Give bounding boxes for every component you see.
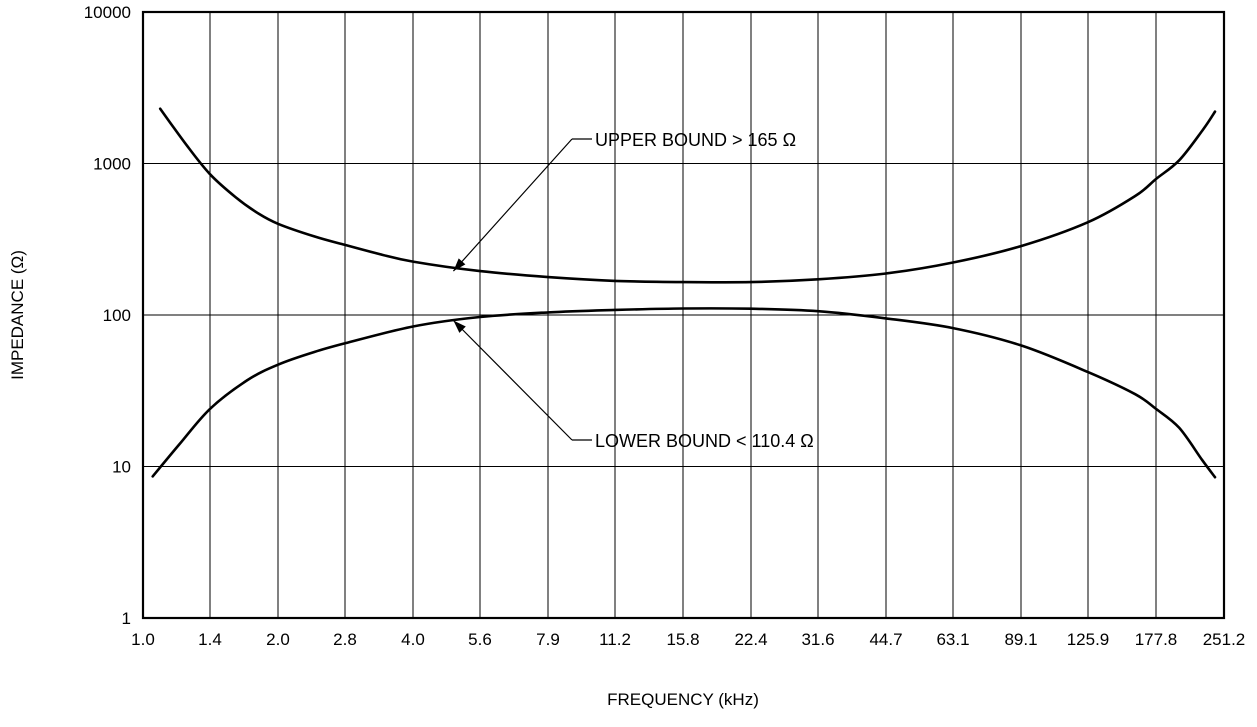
y-axis-title: IMPEDANCE (Ω) xyxy=(8,250,27,380)
lower-bound-line xyxy=(151,307,1217,479)
x-tick-label: 1.4 xyxy=(198,630,222,649)
x-tick-labels: 1.0 1.4 2.0 2.8 4.0 5.6 7.9 11.2 15.8 22.4 31.6 44.… xyxy=(131,630,1245,649)
upper-bound-line xyxy=(158,107,1217,284)
y-tick-label: 1 xyxy=(122,609,131,628)
x-axis-title: FREQUENCY (kHz) xyxy=(607,690,759,709)
grid xyxy=(143,12,1224,618)
annotation-arrow-line xyxy=(452,138,573,272)
x-tick-label: 15.8 xyxy=(666,630,699,649)
x-tick-label: 44.7 xyxy=(869,630,902,649)
x-tick-label: 1.0 xyxy=(131,630,155,649)
y-tick-label: 1000 xyxy=(93,155,131,174)
y-tick-label: 100 xyxy=(103,306,131,325)
upper-bound-label: UPPER BOUND > 165 Ω xyxy=(595,130,796,150)
x-tick-label: 2.8 xyxy=(333,630,357,649)
x-tick-label: 5.6 xyxy=(468,630,492,649)
annotations: UPPER BOUND > 165 Ω LOWER BOUND < 110.4 Ω xyxy=(452,130,814,451)
annotation-arrowhead xyxy=(453,320,466,333)
x-tick-label: 7.9 xyxy=(536,630,560,649)
x-tick-label: 125.9 xyxy=(1067,630,1110,649)
x-tick-label: 31.6 xyxy=(801,630,834,649)
plot-frame xyxy=(141,10,1226,620)
x-tick-label: 89.1 xyxy=(1004,630,1037,649)
y-tick-label: 10000 xyxy=(84,3,131,22)
y-tick-labels: 1 10 100 1000 10000 xyxy=(84,3,131,628)
y-tick-label: 10 xyxy=(112,458,131,477)
x-tick-label: 63.1 xyxy=(936,630,969,649)
x-tick-label: 11.2 xyxy=(599,630,631,649)
x-tick-label: 4.0 xyxy=(401,630,425,649)
series-lines xyxy=(151,107,1217,479)
annotation-arrow-line xyxy=(452,320,573,441)
x-tick-label: 22.4 xyxy=(734,630,767,649)
x-tick-label: 251.2 xyxy=(1203,630,1246,649)
x-tick-label: 2.0 xyxy=(266,630,290,649)
x-tick-label: 177.8 xyxy=(1135,630,1178,649)
annotation-arrowhead xyxy=(453,258,466,272)
lower-bound-label: LOWER BOUND < 110.4 Ω xyxy=(595,431,814,451)
